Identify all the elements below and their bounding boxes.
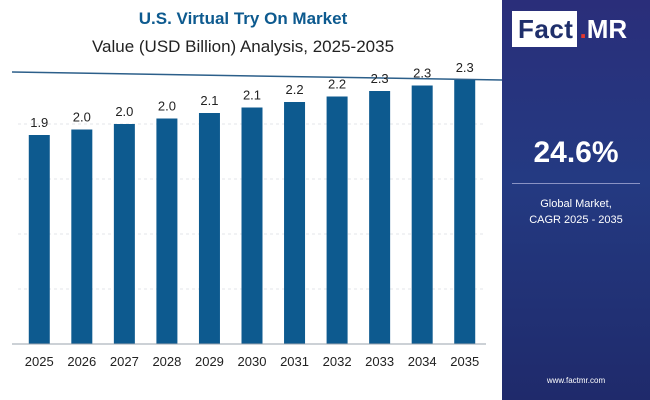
chart-title: U.S. Virtual Try On Market [138,9,348,28]
factmr-logo: Fact . MR [512,11,640,47]
data-label-2030: 2.1 [243,88,261,103]
data-label-2028: 2.0 [158,99,176,114]
cagr-label-line1: Global Market, [540,198,612,210]
x-tick-label-2034: 2034 [408,354,437,369]
x-tick-label-2031: 2031 [280,354,309,369]
data-label-2033: 2.3 [371,71,389,86]
cagr-label-line2: CAGR 2025 - 2035 [529,214,623,226]
bar-2035 [454,80,476,344]
bar-2033 [369,91,391,344]
divider [512,183,640,184]
data-label-2035: 2.3 [456,60,474,75]
x-tick-label-2027: 2027 [110,354,139,369]
bar-2031 [284,102,306,344]
logo-dot: . [579,13,587,44]
chart-area: U.S. Virtual Try On Market Value (USD Bi… [11,9,502,369]
bar-chart: 1.9 2025 2.0 2026 2.0 2027 2.0 2028 2.1 2029 2.1 20… [11,60,502,369]
website-link[interactable]: www.factmr.com [546,376,606,385]
x-tick-label-2028: 2028 [152,354,181,369]
logo-fact-text: Fact [512,11,578,47]
bar-2026 [71,129,93,344]
x-tick-label-2029: 2029 [195,354,224,369]
header-rule [11,71,502,81]
x-tick-label-2030: 2030 [238,354,267,369]
bar-2030 [241,107,263,344]
logo-mr-text: MR [586,13,628,44]
cagr-label: Global Market, CAGR 2025 - 2035 [502,196,650,228]
bar-2027 [113,124,135,344]
bar-2028 [156,118,178,344]
bar-2025 [28,135,50,344]
bar-2032 [326,96,348,344]
bar-2029 [198,113,220,344]
x-tick-label-2032: 2032 [323,354,352,369]
chart-subtitle: Value (USD Billion) Analysis, 2025-2035 [91,37,395,56]
data-label-2031: 2.2 [286,82,304,97]
cagr-value: 24.6% [533,136,619,169]
bar-2034 [411,85,433,344]
x-tick-label-2026: 2026 [67,354,96,369]
x-tick-label-2035: 2035 [450,354,479,369]
data-label-2026: 2.0 [73,110,91,125]
info-panel: Fact . MR 24.6% Global Market, CAGR 2025… [502,0,650,400]
data-label-2027: 2.0 [115,104,133,119]
data-label-2025: 1.9 [30,115,48,130]
x-tick-label-2033: 2033 [365,354,394,369]
x-tick-label-2025: 2025 [25,354,54,369]
data-label-2034: 2.3 [413,66,431,81]
data-label-2029: 2.1 [200,93,218,108]
data-label-2032: 2.2 [328,77,346,92]
